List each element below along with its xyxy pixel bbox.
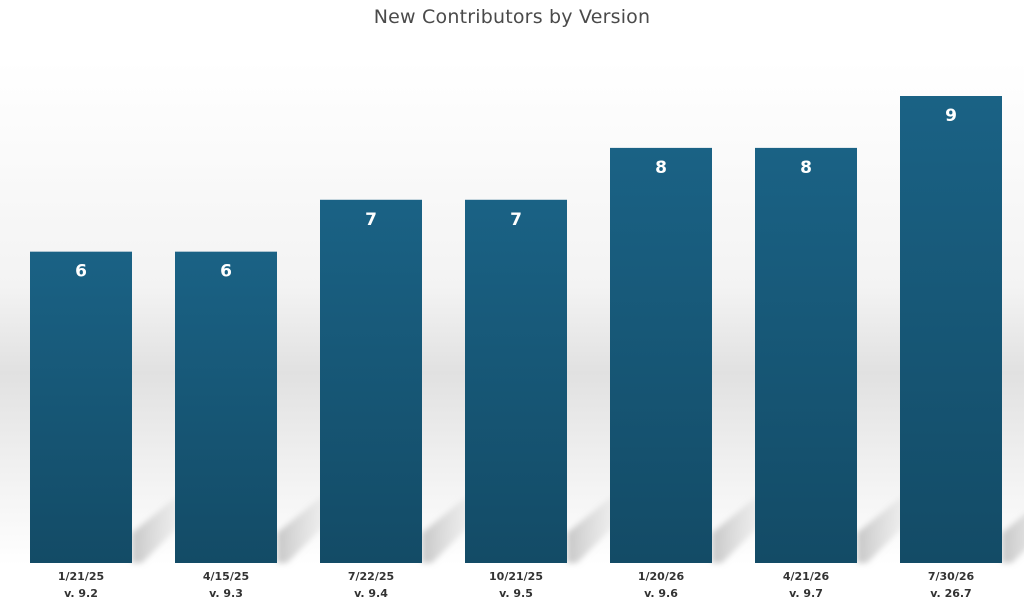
data-labels: 6 6 7 7 8 8 9: [75, 106, 957, 282]
bar[interactable]: [900, 96, 1002, 563]
bar-shadow: [857, 488, 912, 563]
bar[interactable]: [30, 251, 132, 563]
x-tick-label-date: 4/21/26: [783, 570, 830, 583]
x-tick-label-version: v. 9.6: [644, 587, 678, 600]
x-tick-label-date: 7/22/25: [348, 570, 394, 583]
bar-value-label: 7: [510, 210, 522, 230]
bar-shadows: [132, 488, 1024, 563]
bar-value-label: 6: [220, 262, 232, 282]
bar-value-label: 8: [800, 158, 812, 178]
bar-value-label: 8: [655, 158, 667, 178]
x-tick-label-date: 1/21/25: [58, 570, 104, 583]
bar[interactable]: [175, 251, 277, 563]
bar-shadow: [1002, 515, 1024, 563]
bars: [30, 96, 1002, 563]
x-tick-label-version: v. 9.7: [789, 587, 823, 600]
bar[interactable]: [320, 199, 422, 563]
bar-value-label: 9: [945, 106, 957, 126]
x-tick-label-version: v. 9.3: [209, 587, 243, 600]
x-tick-label-version: v. 26.7: [930, 587, 971, 600]
x-tick-label-version: v. 9.4: [354, 587, 388, 600]
x-tick-label-date: 10/21/25: [489, 570, 543, 583]
bar[interactable]: [610, 147, 712, 563]
bar-value-label: 7: [365, 210, 377, 230]
x-axis-labels: 1/21/25 v. 9.2 4/15/25 v. 9.3 7/22/25 v. 9.4 1…: [58, 570, 975, 600]
bar-shadow: [712, 488, 767, 563]
bar-shadow: [422, 488, 477, 563]
x-tick-label-date: 4/15/25: [203, 570, 249, 583]
x-tick-label-date: 7/30/26: [928, 570, 975, 583]
bar-shadow: [277, 488, 332, 563]
x-tick-label-version: v. 9.2: [64, 587, 98, 600]
x-tick-label-version: v. 9.5: [499, 587, 533, 600]
x-tick-label-date: 1/20/26: [638, 570, 685, 583]
bar-value-label: 6: [75, 262, 87, 282]
bar[interactable]: [465, 199, 567, 563]
chart-title: New Contributors by Version: [373, 6, 651, 28]
bar-shadow: [132, 488, 187, 563]
bar[interactable]: [755, 147, 857, 563]
bar-shadow: [567, 488, 622, 563]
